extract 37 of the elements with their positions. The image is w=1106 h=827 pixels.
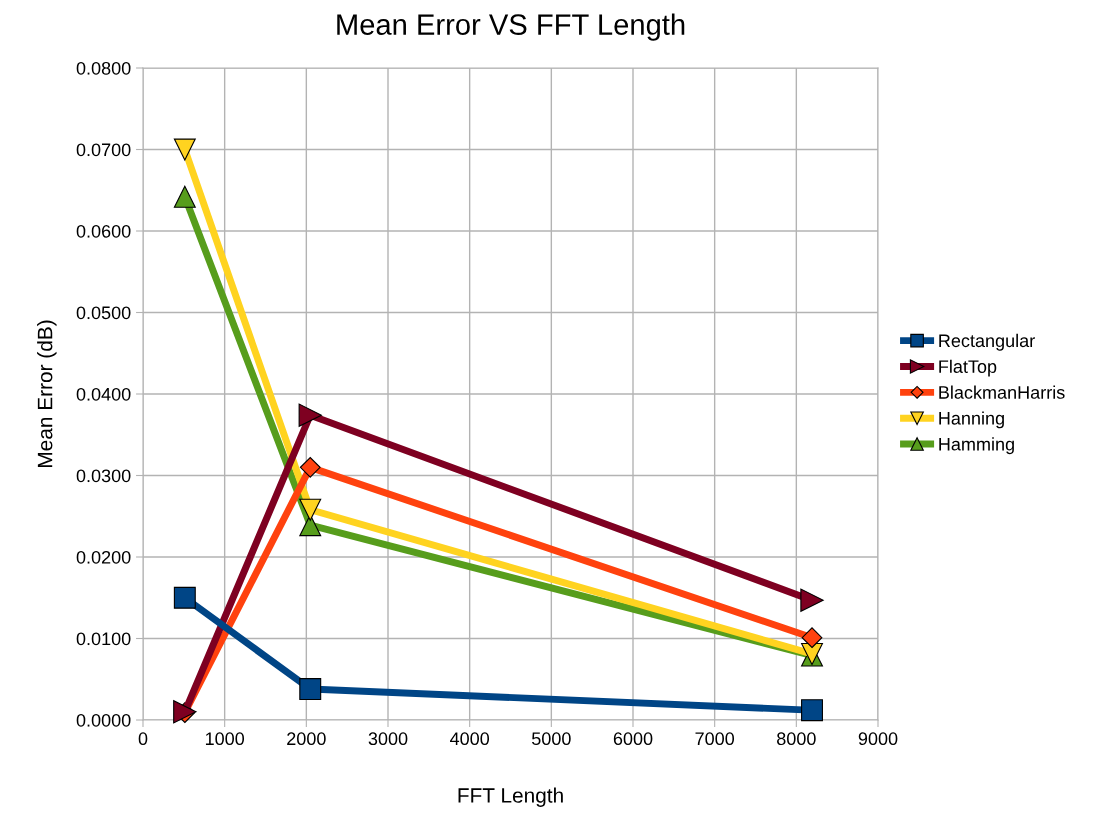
point bbox=[800, 588, 824, 612]
point bbox=[173, 185, 196, 208]
x-tick-label: 7000 bbox=[695, 732, 735, 746]
y-tick-label: 0.0300 bbox=[76, 469, 131, 483]
point bbox=[299, 456, 321, 478]
point bbox=[801, 627, 823, 649]
point bbox=[298, 403, 322, 427]
y-tick-label: 0.0100 bbox=[76, 632, 131, 646]
y-tick-label: 0.0600 bbox=[76, 224, 131, 238]
x-tick-label: 6000 bbox=[613, 732, 653, 746]
point bbox=[299, 498, 322, 521]
x-tick-label: 9000 bbox=[858, 732, 898, 746]
x-tick-label: 1000 bbox=[205, 732, 245, 746]
point bbox=[173, 586, 196, 609]
x-tick-label: 2000 bbox=[287, 732, 326, 746]
legend-label: Hamming bbox=[939, 437, 1014, 455]
x-tick-label: 4000 bbox=[450, 732, 490, 746]
x-tick-label: 0 bbox=[138, 732, 148, 746]
y-tick-label: 0.0500 bbox=[76, 306, 131, 320]
x-tick-label: 5000 bbox=[531, 732, 571, 746]
x-tick-label: 3000 bbox=[368, 732, 408, 746]
legend-label: Hanning bbox=[939, 411, 1004, 429]
legend-label: BlackmanHarris bbox=[939, 385, 1065, 399]
y-tick-label: 0.0400 bbox=[76, 387, 131, 401]
y-tick-label: 0.0700 bbox=[76, 143, 131, 157]
y-tick-label: 0.0200 bbox=[76, 550, 131, 564]
point bbox=[299, 678, 322, 701]
y-tick-label: 0.0000 bbox=[76, 713, 131, 727]
x-axis-title: FFT Length bbox=[458, 787, 563, 807]
x-tick-label: 8000 bbox=[777, 732, 816, 746]
y-tick-label: 0.0800 bbox=[76, 61, 131, 75]
y-axis-title: Mean Error (dB) bbox=[37, 320, 57, 467]
point bbox=[173, 138, 196, 161]
legend-label: FlatTop bbox=[939, 359, 997, 377]
legend-label: Rectangular bbox=[939, 333, 1035, 351]
point bbox=[801, 699, 823, 722]
chart-title: Mean Error VS FFT Length bbox=[337, 13, 685, 41]
